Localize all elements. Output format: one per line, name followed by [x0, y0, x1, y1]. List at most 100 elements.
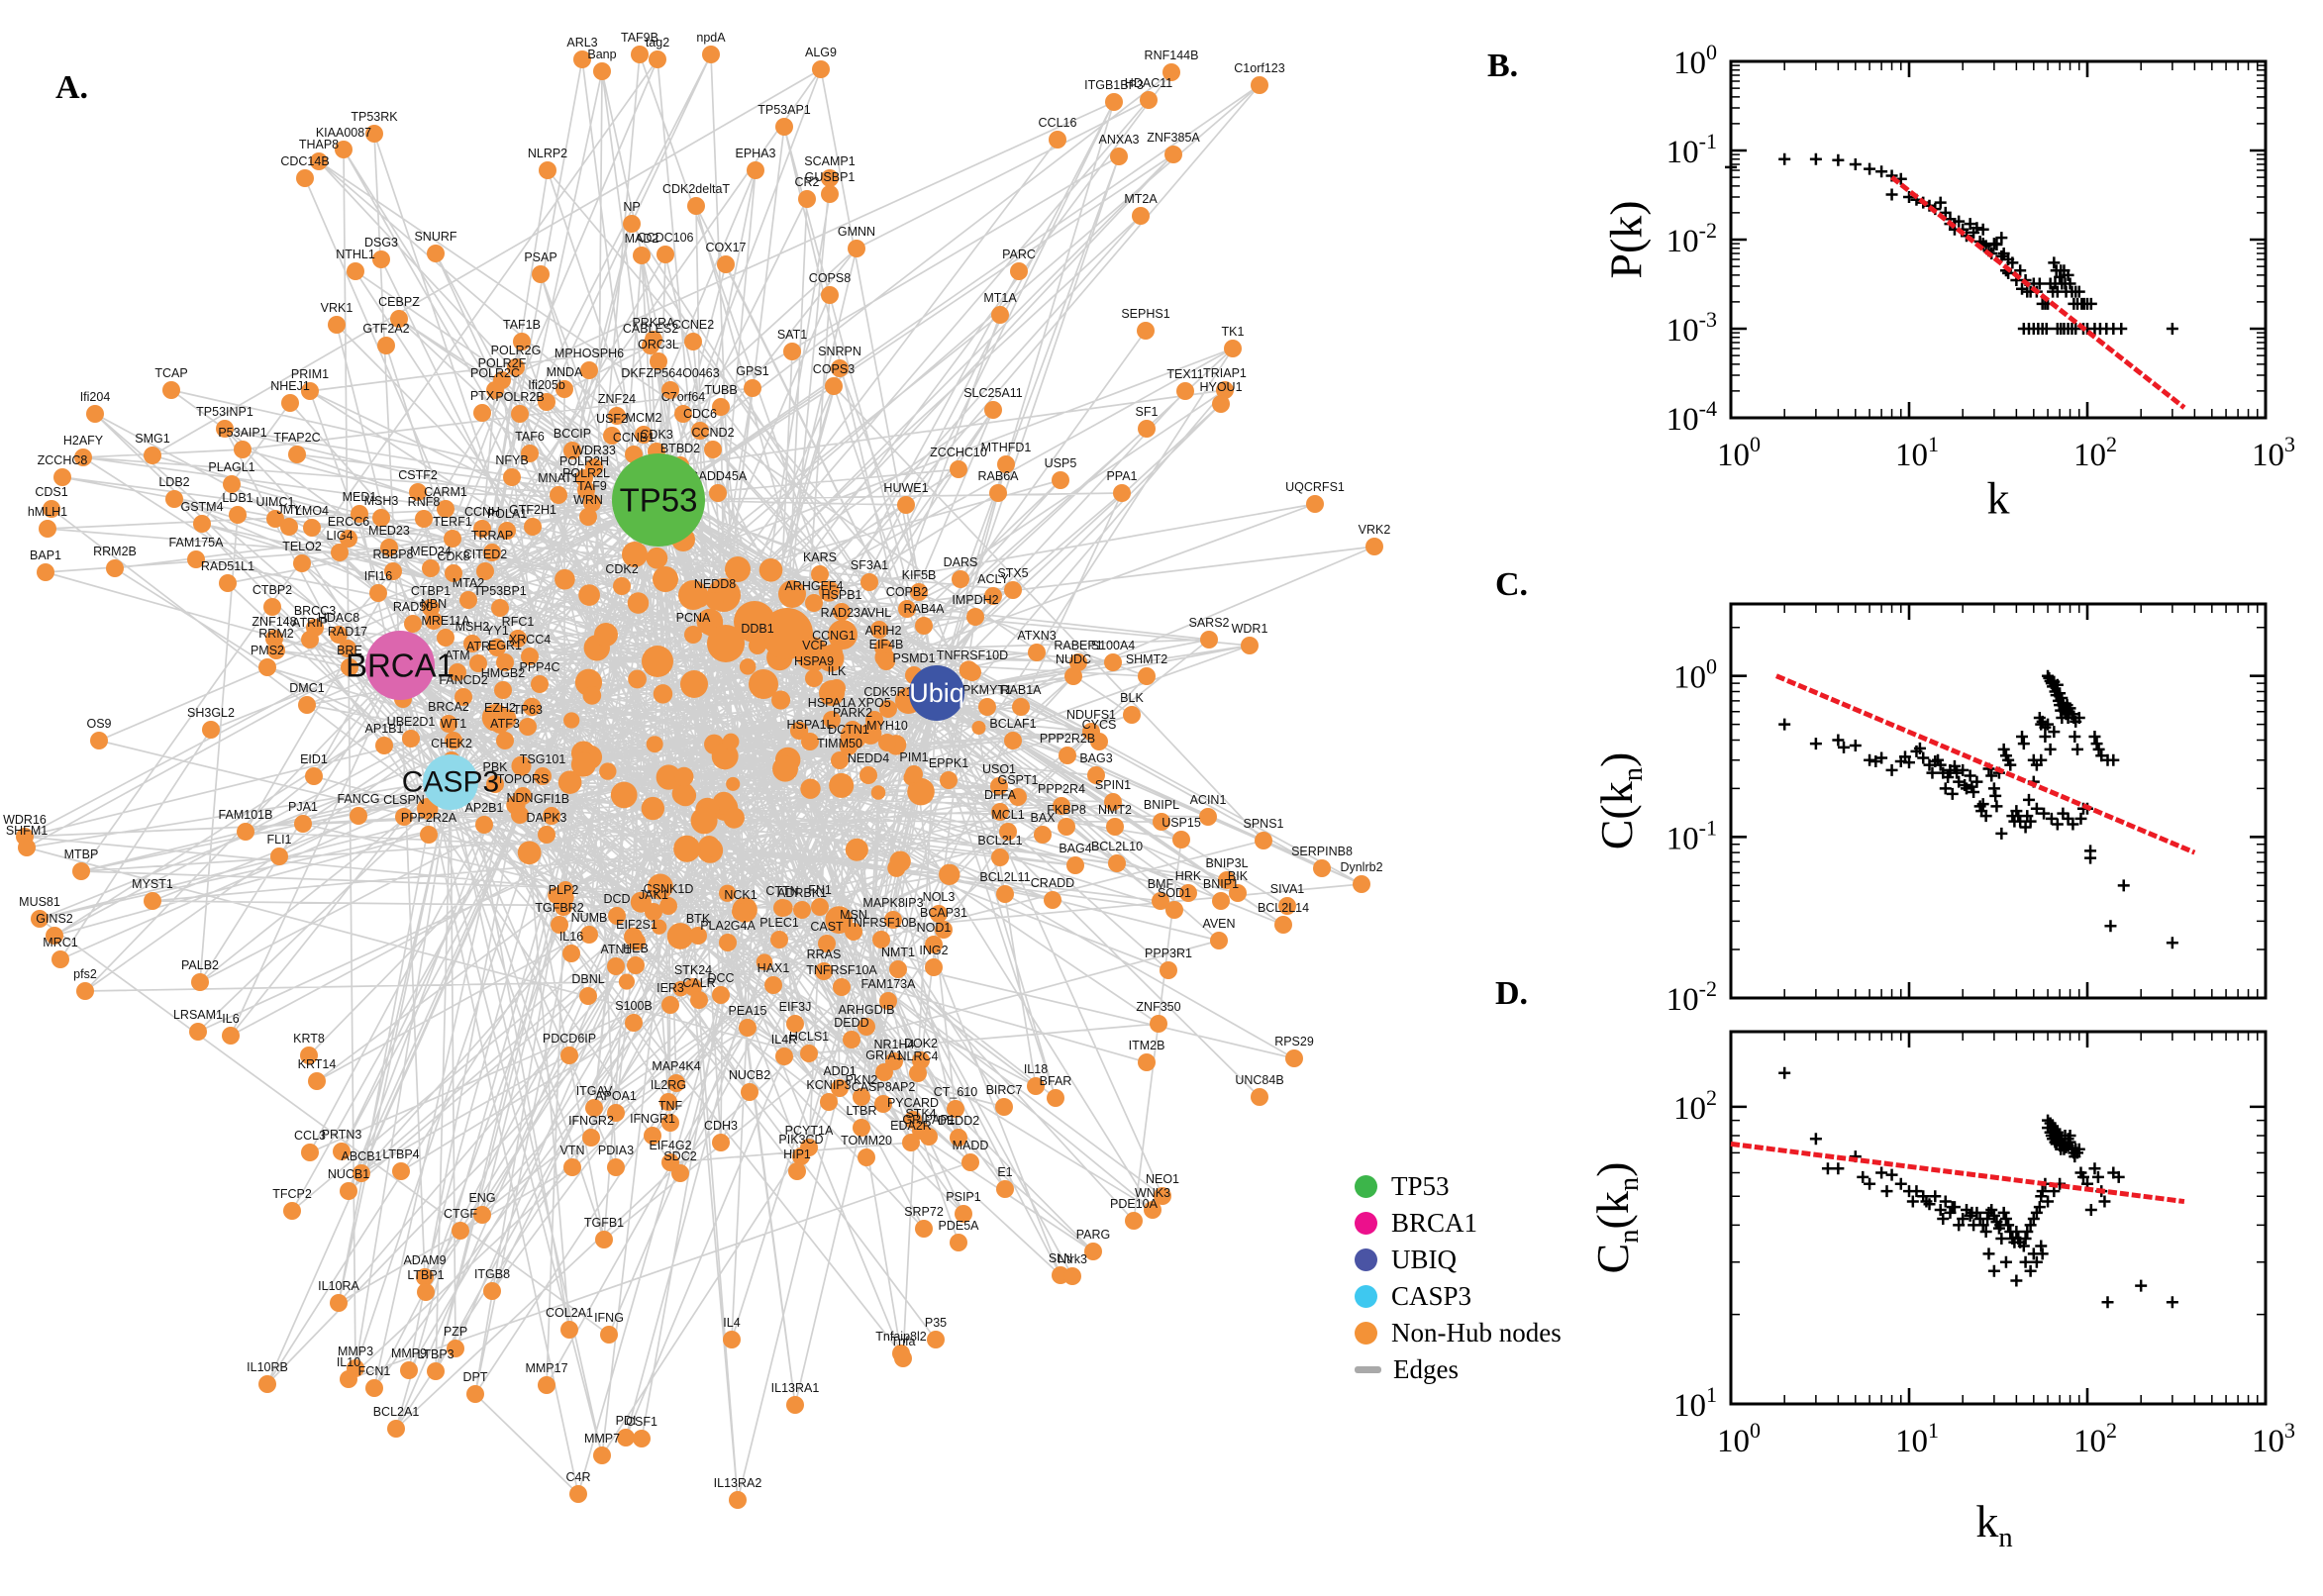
network-node-label: hMLH1	[28, 505, 67, 519]
network-node-label: NUMB	[571, 911, 608, 925]
network-node	[301, 382, 319, 400]
network-node	[687, 197, 705, 215]
network-node-label: USP15	[1162, 816, 1201, 830]
network-node-label: LTBP1	[407, 1268, 444, 1282]
network-node	[531, 675, 549, 693]
network-node-label: RNF8	[408, 495, 441, 509]
network-node-label: NTHL1	[336, 248, 375, 261]
network-node	[76, 982, 94, 1000]
network-node	[991, 848, 1009, 866]
network-node-label: ATN1	[600, 943, 631, 956]
network-node	[335, 141, 353, 158]
legend-item-edges: Edges	[1355, 1351, 1562, 1388]
network-node	[689, 927, 707, 945]
network-node-label: DFFA	[984, 788, 1017, 802]
network-node-label: IFNG	[594, 1311, 624, 1325]
network-node	[440, 715, 457, 733]
network-node-label: LDB1	[222, 491, 252, 505]
network-node	[469, 654, 487, 672]
network-node-label: SOD1	[1158, 886, 1191, 900]
network-node	[339, 640, 356, 657]
hub-label-CASP3: CASP3	[402, 766, 499, 799]
network-node	[258, 658, 276, 676]
network-node-label: ZNF24	[598, 392, 636, 406]
network-node	[991, 306, 1009, 324]
network-node-label: EID1	[300, 752, 328, 766]
network-node-label: POLR2H	[559, 454, 609, 468]
network-node-label: KRT8	[293, 1032, 325, 1046]
network-node	[294, 815, 312, 833]
network-node-label: CCL16	[1039, 116, 1077, 130]
network-node	[1229, 884, 1247, 902]
network-node-label: MMP3	[338, 1345, 373, 1358]
network-node	[219, 574, 237, 592]
network-node	[187, 550, 205, 568]
network-node-label: MRE11A	[421, 614, 470, 628]
network-node	[812, 60, 830, 78]
network-node	[806, 653, 824, 671]
network-node	[595, 1231, 613, 1248]
network-node	[723, 807, 745, 829]
network-node-label: SF1	[1136, 405, 1159, 419]
network-node	[392, 1162, 410, 1180]
plot-frame-C	[1729, 602, 2268, 1000]
network-node	[1353, 875, 1370, 893]
network-node	[775, 1047, 793, 1065]
network-node-label: BCL2L1	[977, 834, 1022, 848]
network-node	[582, 1129, 600, 1147]
network-node-label: GRIA1	[865, 1048, 903, 1062]
network-node	[674, 766, 694, 787]
network-node-label: ATM	[445, 648, 469, 662]
network-node	[653, 684, 673, 704]
network-node	[305, 767, 323, 785]
network-node-label: TK1	[1222, 325, 1245, 339]
network-node	[1200, 631, 1218, 648]
network-node-label: MED23	[368, 524, 410, 538]
network-node-label: HIP1	[783, 1147, 811, 1161]
network-node-label: MCL1	[991, 808, 1024, 822]
network-node	[607, 1104, 625, 1122]
network-node-label: CTBP1	[411, 584, 451, 598]
tick-label: 101	[1895, 1418, 1939, 1459]
network-node	[445, 732, 462, 749]
network-node	[543, 807, 560, 825]
network-node	[910, 583, 928, 601]
network-node	[106, 559, 124, 577]
network-node	[496, 653, 514, 671]
network-node	[996, 1180, 1014, 1198]
network-node	[739, 658, 757, 675]
network-node	[593, 1446, 611, 1464]
network-node-label: TP53BP1	[473, 584, 527, 598]
network-node	[935, 921, 953, 939]
edge-swatch-icon	[1355, 1366, 1381, 1373]
major-ticks-B	[1729, 59, 2268, 420]
network-node	[603, 427, 621, 445]
network-node	[43, 500, 60, 518]
network-node-label: MED24	[410, 545, 452, 558]
network-node-label: npdA	[696, 31, 726, 45]
network-node	[51, 950, 69, 968]
network-node	[1251, 1088, 1268, 1106]
network-node	[793, 901, 811, 919]
network-node-label: IMPDH2	[952, 593, 998, 607]
network-node	[417, 1283, 435, 1301]
network-node	[723, 1331, 741, 1348]
minor-ticks-C	[1731, 604, 2266, 998]
network-node-label: CCNH	[464, 505, 500, 519]
network-node-label: MYH10	[866, 719, 908, 733]
network-node	[786, 1015, 804, 1033]
network-node	[666, 923, 694, 949]
network-node	[387, 1420, 405, 1438]
legend-item-casp3: CASP3	[1355, 1278, 1562, 1315]
network-node	[555, 898, 572, 916]
network-node-label: C1orf123	[1234, 61, 1284, 75]
network-node-label: BAP1	[30, 549, 61, 562]
nonhub-swatch-icon	[1355, 1322, 1377, 1345]
network-node-label: CAST	[810, 920, 844, 934]
network-node-label: IFNGR1	[630, 1112, 675, 1126]
network-node	[1049, 131, 1066, 149]
network-node-label: PCYT1A	[785, 1124, 834, 1138]
network-node	[798, 190, 816, 208]
network-node-label: PJA1	[288, 800, 318, 814]
network-node-label: YY1	[485, 624, 509, 638]
